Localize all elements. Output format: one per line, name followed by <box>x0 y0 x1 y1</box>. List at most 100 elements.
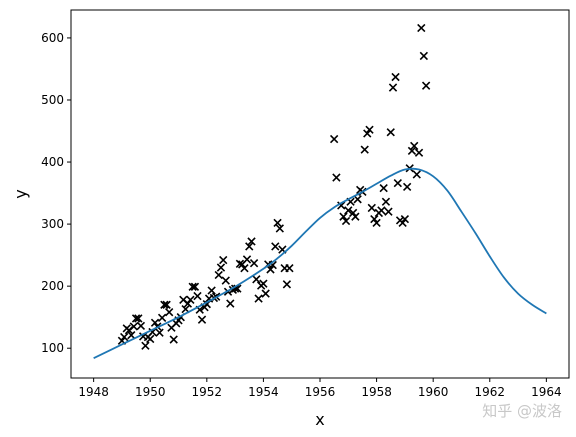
data-point <box>190 282 200 291</box>
data-point <box>165 308 174 317</box>
data-point <box>393 178 402 188</box>
data-point <box>332 173 341 182</box>
data-point <box>259 279 268 288</box>
x-tick-label: 1950 <box>135 385 166 399</box>
data-point <box>344 206 353 215</box>
data-point <box>150 318 160 327</box>
data-point <box>398 218 407 228</box>
x-tick-label: 1958 <box>361 385 392 399</box>
data-point <box>388 83 398 92</box>
data-point <box>155 328 164 337</box>
y-axis-title: y <box>11 189 30 198</box>
data-point <box>370 214 379 224</box>
data-point <box>412 170 421 179</box>
data-point <box>197 315 207 324</box>
data-point <box>127 331 136 340</box>
data-point <box>372 218 381 228</box>
data-point <box>407 146 417 156</box>
fit-curve-line <box>93 167 547 359</box>
data-point <box>242 255 252 264</box>
data-point <box>136 321 146 331</box>
data-point <box>160 300 169 309</box>
data-point <box>226 299 235 308</box>
x-axis-title: x <box>315 410 324 429</box>
data-point <box>216 263 226 272</box>
scatter-series <box>117 23 431 350</box>
data-point <box>365 125 374 134</box>
data-point <box>129 322 138 331</box>
data-point <box>386 128 395 137</box>
plot-area <box>71 10 569 378</box>
x-tick-label: 1956 <box>305 385 336 399</box>
y-tick-label: 200 <box>41 279 64 293</box>
data-point <box>417 23 426 33</box>
y-tick-label: 100 <box>41 341 64 355</box>
data-point <box>141 341 150 350</box>
data-point <box>285 263 294 273</box>
y-tick-label: 600 <box>41 31 64 45</box>
data-point <box>134 314 143 323</box>
data-point <box>207 286 216 295</box>
data-point <box>363 129 372 138</box>
data-point <box>353 195 362 204</box>
data-point <box>214 270 223 280</box>
data-point <box>339 212 348 221</box>
data-point <box>146 334 155 344</box>
x-tick-label: 1948 <box>78 385 109 399</box>
data-point <box>268 260 277 270</box>
data-point <box>273 218 282 228</box>
data-point <box>391 72 400 82</box>
data-point <box>131 314 141 323</box>
data-point <box>249 259 259 268</box>
data-point <box>254 294 263 303</box>
data-point <box>266 265 275 274</box>
data-point <box>275 224 284 233</box>
data-point <box>157 313 167 322</box>
x-tick-label: 1954 <box>248 385 279 399</box>
data-point <box>402 182 412 192</box>
data-point <box>247 237 256 246</box>
watermark-text: 知乎 @波洛 <box>482 402 562 420</box>
y-tick-label: 300 <box>41 217 64 231</box>
data-point <box>329 134 339 144</box>
data-point <box>384 207 393 216</box>
data-point <box>341 216 351 226</box>
data-point <box>377 206 386 215</box>
data-point <box>348 208 358 218</box>
data-point <box>419 51 429 61</box>
data-point <box>162 300 171 309</box>
x-tick-label: 1964 <box>531 385 562 399</box>
data-point <box>337 201 346 210</box>
data-point <box>252 275 261 284</box>
data-point <box>219 255 228 265</box>
fit-curve-series <box>93 167 547 359</box>
data-point <box>245 242 254 251</box>
data-point <box>421 81 431 90</box>
data-point <box>169 335 178 344</box>
data-point <box>381 197 391 206</box>
x-axis-ticks: 1948 1950 1952 1954 1956 1958 1960 1962 1964 <box>78 378 562 399</box>
data-point <box>120 332 129 342</box>
data-point <box>379 183 388 193</box>
data-point <box>240 263 249 273</box>
data-point <box>360 145 369 154</box>
data-point <box>351 212 360 221</box>
data-point <box>261 289 270 298</box>
data-point <box>193 291 202 301</box>
data-point <box>271 242 280 251</box>
y-tick-label: 500 <box>41 93 64 107</box>
x-tick-label: 1962 <box>474 385 505 399</box>
y-tick-label: 400 <box>41 155 64 169</box>
x-tick-label: 1952 <box>192 385 223 399</box>
data-point <box>183 299 193 308</box>
data-point <box>282 280 292 289</box>
data-point <box>367 203 376 213</box>
x-tick-label: 1960 <box>418 385 449 399</box>
data-point <box>186 295 195 304</box>
data-point <box>188 282 197 291</box>
data-point <box>414 148 424 157</box>
data-point <box>410 141 419 151</box>
data-point <box>400 214 410 224</box>
y-axis-ticks: 100 200 300 400 500 600 <box>41 31 71 355</box>
